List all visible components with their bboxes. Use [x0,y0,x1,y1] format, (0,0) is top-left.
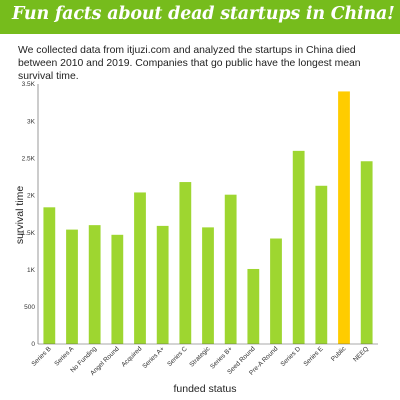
page-title: Fun facts about dead startups in China! [12,4,395,24]
y-tick-label: 500 [24,304,35,311]
bar [43,207,56,344]
y-axis-ticks: 0 500 1K 1.5K 2K 2.5K 3K 3.5K [22,81,36,348]
bar [179,182,192,344]
y-tick-label: 2K [27,193,36,200]
x-tick-label: Series C [166,345,189,368]
bar [66,229,78,344]
x-tick-label: Series D [279,345,302,368]
page-subtitle: We collected data from itjuzi.com and an… [18,45,361,82]
y-tick-label: 1K [27,267,36,274]
title-banner: Fun facts about dead startups in China! [0,0,400,34]
bar [292,150,305,344]
bar [315,185,328,344]
y-axis-title: survival time [14,186,26,245]
x-tick-label: Public [330,345,348,363]
y-tick-label: 3K [27,118,36,125]
bar [224,194,237,344]
bar [88,225,101,344]
x-tick-label: Series A+ [141,345,166,370]
bar [156,225,169,344]
bar [270,238,282,344]
x-tick-label: Series E [302,345,325,368]
y-tick-label: 3.5K [22,81,36,88]
x-tick-label: Series A [53,345,76,368]
bar-series [43,91,373,344]
y-tick-label: 0 [31,341,35,348]
bar [111,234,124,344]
bar [134,192,146,344]
x-axis-title: funded status [173,383,236,395]
bar [360,161,373,344]
y-tick-label: 2.5K [22,155,36,162]
y-tick-label: 1.5K [22,230,36,237]
bar [247,268,260,344]
bar [338,91,350,344]
bar [202,227,214,344]
x-tick-label: Series B [30,345,52,367]
x-tick-label: NEEQ [352,345,370,363]
